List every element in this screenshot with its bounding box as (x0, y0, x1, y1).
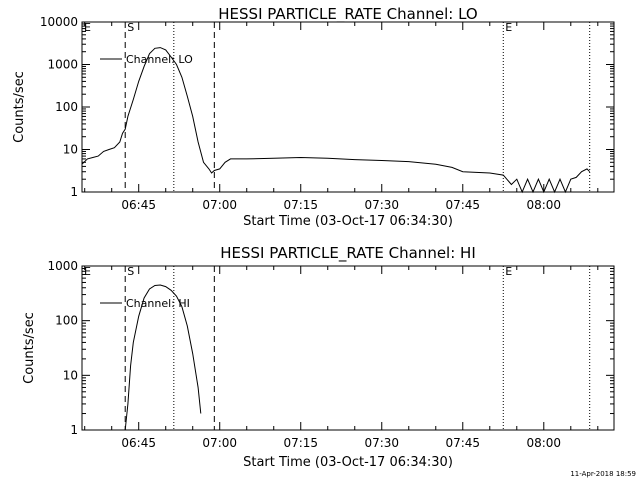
x-tick-label: 07:15 (283, 198, 318, 212)
y-tick-label: 1000 (47, 58, 78, 72)
chart-title: HESSI PARTICLE_RATE Channel: LO (218, 5, 477, 24)
marker-label: E (84, 21, 91, 34)
y-tick-label: 10 (63, 368, 78, 382)
marker-label: S (127, 265, 134, 278)
legend-label: Channel: HI (126, 297, 190, 310)
x-tick-label: 08:00 (526, 436, 561, 450)
chart-panel-hi: HESSI PARTICLE_RATE Channel: HI 1 10 100 100… (22, 244, 615, 470)
y-tick-label: 10 (63, 143, 78, 157)
x-tick-label: 07:00 (202, 436, 237, 450)
y-axis-label: Counts/sec (12, 71, 27, 143)
x-axis-label: Start Time (03-Oct-17 06:34:30) (243, 214, 453, 229)
x-tick-label: 07:30 (364, 436, 399, 450)
chart-panel-lo: HESSI PARTICLE_RATE Channel: LO 1 10 100 100… (12, 5, 615, 229)
y-tick-label: 1000 (47, 259, 78, 273)
x-tick-label: 07:15 (283, 436, 318, 450)
marker-label: E (505, 21, 512, 34)
y-tick-label: 100 (55, 314, 78, 328)
legend-label: Channel: LO (126, 53, 193, 66)
x-tick-label: 08:00 (526, 198, 561, 212)
marker-label: S (127, 21, 134, 34)
x-tick-label: 07:30 (364, 198, 399, 212)
marker-label: E (84, 265, 91, 278)
chart-title: HESSI PARTICLE_RATE Channel: HI (220, 244, 476, 263)
x-tick-label: 07:00 (202, 198, 237, 212)
data-line-lo (81, 47, 591, 194)
data-line-hi (124, 284, 202, 431)
plot-frame (81, 265, 615, 431)
x-tick-label: 07:45 (445, 198, 480, 212)
y-axis-label: Counts/sec (22, 312, 37, 384)
x-axis-label: Start Time (03-Oct-17 06:34:30) (243, 455, 453, 470)
x-tick-label: 06:45 (121, 436, 156, 450)
plot-frame (81, 21, 615, 193)
x-tick-label: 07:45 (445, 436, 480, 450)
y-tick-label: 1 (70, 185, 78, 199)
timestamp: 11-Apr-2018 18:59 (570, 470, 636, 478)
y-tick-label: 10000 (40, 15, 78, 29)
marker-label: E (505, 265, 512, 278)
x-tick-label: 06:45 (121, 198, 156, 212)
y-tick-label: 100 (55, 100, 78, 114)
y-tick-label: 1 (70, 423, 78, 437)
